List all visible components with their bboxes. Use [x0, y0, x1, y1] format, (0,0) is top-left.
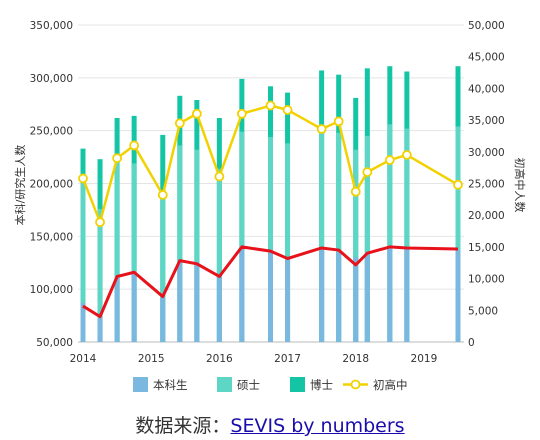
bar-硕士	[353, 149, 359, 342]
right-tick-label: 20,000	[468, 210, 505, 222]
bar-硕士	[455, 126, 461, 342]
line-point	[265, 100, 276, 111]
left-tick-label: 350,000	[30, 20, 73, 32]
legend-marker	[350, 379, 361, 390]
bar-本科生	[387, 247, 393, 342]
right-tick-label: 35,000	[468, 115, 505, 127]
bar-硕士	[268, 137, 273, 342]
left-tick-label: 250,000	[30, 126, 73, 138]
bar-本科生	[194, 261, 200, 342]
source-note: 数据来源：SEVIS by numbers	[0, 411, 540, 438]
bar-硕士	[114, 158, 120, 342]
line-series	[78, 100, 463, 319]
bar-本科生	[336, 250, 342, 342]
legend-label: 博士	[310, 378, 333, 392]
source-link[interactable]: SEVIS by numbers	[230, 415, 405, 437]
line-point	[316, 124, 327, 134]
bar-本科生	[319, 249, 325, 342]
chart: 350,000 300,000 250,000 200,000 150,000 100,0…	[13, 20, 527, 392]
legend-label: 初高中	[373, 378, 408, 392]
bar-硕士	[336, 132, 342, 342]
line-point	[236, 108, 247, 119]
line-point	[214, 171, 225, 182]
bar-硕士	[97, 208, 103, 342]
bar-本科生	[455, 250, 461, 342]
right-tick-label: 0	[468, 337, 475, 349]
bar-本科生	[114, 277, 120, 342]
line-point	[129, 140, 140, 151]
y-axis-title-right: 初高中人数	[513, 158, 527, 213]
bar-硕士	[131, 163, 137, 342]
line-point	[112, 153, 122, 164]
right-tick-label: 45,000	[468, 52, 505, 64]
bar-硕士	[319, 130, 325, 342]
x-axis-ticks: 2014 2015 2016 2017 2018 2019	[70, 353, 438, 365]
bar-本科生	[404, 249, 410, 342]
line-point	[174, 118, 185, 129]
left-tick-label: 50,000	[36, 337, 73, 349]
bar-本科生	[239, 246, 245, 342]
line-point	[157, 190, 168, 200]
bar-硕士	[177, 145, 183, 342]
line-point	[333, 116, 344, 127]
left-axis-ticks: 350,000 300,000 250,000 200,000 150,000 100,0…	[30, 20, 73, 349]
line-red	[82, 245, 459, 319]
legend-swatch	[290, 377, 305, 392]
right-axis-ticks: 50,000 45,000 40,000 35,000 30,000 25,000 20,0…	[468, 20, 505, 349]
x-tick-label: 2014	[70, 353, 97, 365]
legend-swatch	[217, 377, 232, 392]
left-tick-label: 300,000	[30, 73, 73, 85]
bar-本科生	[285, 257, 291, 342]
bar-硕士	[194, 149, 200, 342]
bar-本科生	[80, 302, 86, 342]
left-tick-label: 150,000	[30, 231, 73, 243]
line-point	[282, 105, 293, 115]
x-tick-label: 2015	[138, 353, 165, 365]
line-point	[384, 155, 395, 165]
line-point	[362, 167, 373, 177]
bar-本科生	[131, 272, 137, 342]
line-point	[191, 108, 202, 119]
right-tick-label: 50,000	[468, 20, 505, 32]
bar-硕士	[80, 178, 86, 342]
legend-label: 硕士	[237, 378, 260, 392]
line-point	[350, 186, 361, 197]
bar-硕士	[404, 128, 410, 342]
line-point	[78, 173, 88, 184]
right-tick-label: 15,000	[468, 242, 505, 254]
bar-本科生	[364, 252, 370, 342]
legend: 本科生 硕士 博士 初高中	[133, 377, 408, 392]
bar-本科生	[268, 251, 273, 342]
bar-本科生	[216, 275, 222, 342]
bar-硕士	[216, 168, 222, 342]
source-prefix: 数据来源：	[135, 415, 231, 437]
bar-本科生	[160, 297, 166, 342]
legend-swatch	[133, 377, 148, 392]
bar-series	[80, 66, 461, 343]
x-tick-label: 2018	[342, 353, 369, 365]
left-tick-label: 100,000	[30, 284, 73, 296]
line-point	[95, 217, 105, 228]
bar-本科生	[177, 261, 183, 342]
right-tick-label: 5,000	[468, 305, 498, 317]
legend-label: 本科生	[153, 378, 188, 392]
bar-本科生	[353, 257, 359, 342]
bar-本科生	[97, 317, 103, 342]
bar-硕士	[387, 124, 393, 343]
y-axis-title-left: 本科/研究生人数	[13, 145, 27, 226]
right-tick-label: 25,000	[468, 179, 505, 191]
left-tick-label: 200,000	[30, 179, 73, 191]
right-tick-label: 10,000	[468, 274, 505, 286]
x-tick-label: 2017	[274, 353, 301, 365]
right-tick-label: 40,000	[468, 83, 505, 95]
x-tick-label: 2019	[411, 353, 438, 365]
line-point	[401, 150, 412, 160]
bar-硕士	[285, 143, 291, 342]
right-tick-label: 30,000	[468, 147, 505, 159]
x-tick-label: 2016	[206, 353, 233, 365]
line-point	[453, 179, 463, 190]
bar-硕士	[364, 135, 370, 342]
bar-硕士	[239, 131, 245, 342]
bar-硕士	[160, 190, 166, 342]
